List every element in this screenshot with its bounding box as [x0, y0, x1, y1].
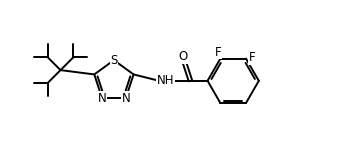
Text: NH: NH: [157, 74, 174, 87]
Text: F: F: [215, 46, 222, 59]
Text: S: S: [110, 54, 117, 67]
Text: N: N: [98, 92, 106, 105]
Text: F: F: [249, 51, 256, 64]
Text: O: O: [178, 50, 188, 63]
Text: N: N: [122, 92, 130, 105]
